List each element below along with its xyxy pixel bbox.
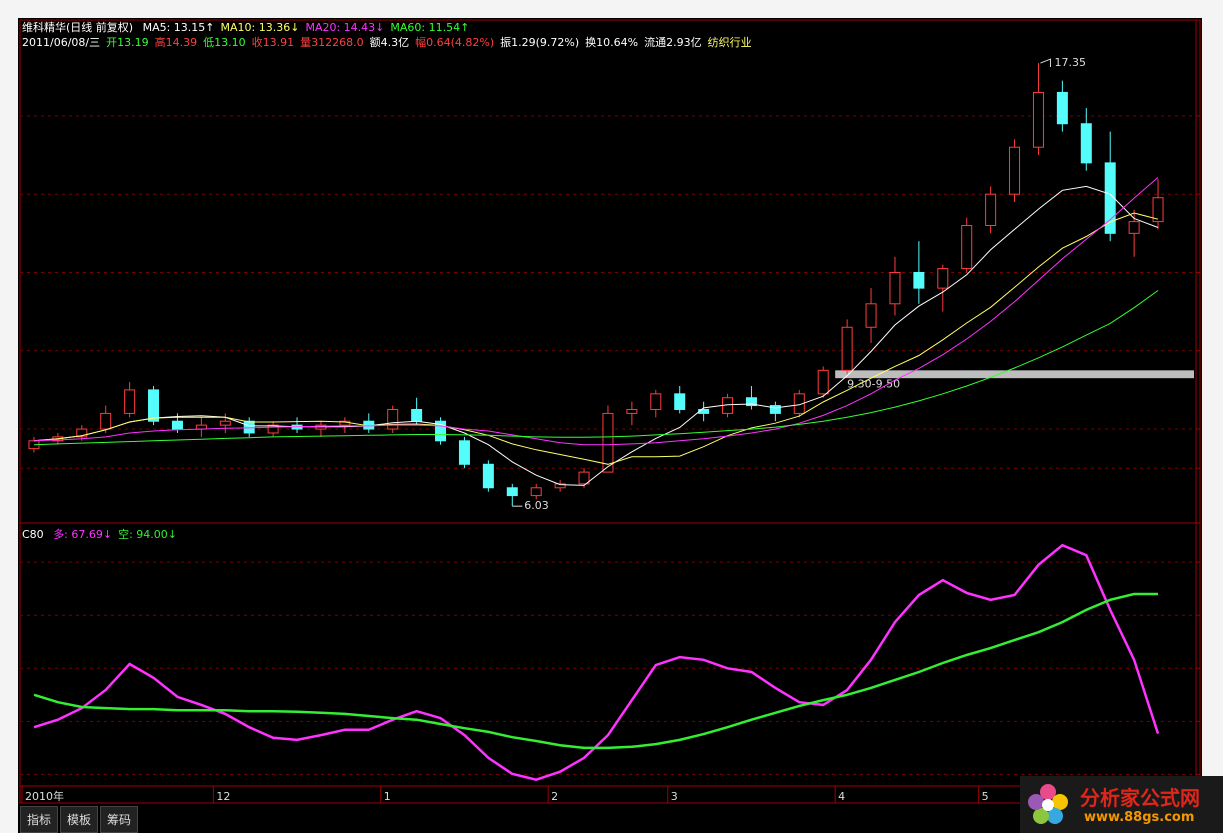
candle-body: [817, 369, 829, 395]
candle-body: [913, 271, 925, 289]
quote-field: 高14.39: [154, 36, 198, 49]
candle-body: [1080, 123, 1092, 164]
tab-bar: 指标 模板 筹码: [20, 806, 139, 833]
logo-url: www.88gs.com: [1084, 810, 1195, 825]
x-tick-label: 4: [838, 790, 845, 803]
candle-body: [650, 393, 662, 410]
frame-border: [19, 19, 1201, 804]
quote-field: 流通2.93亿: [644, 36, 702, 49]
quote-field: 低13.10: [203, 36, 246, 49]
candle-body: [961, 225, 973, 270]
line-series: [33, 212, 1159, 465]
candle-body: [889, 271, 901, 305]
logo-icon: [1028, 784, 1068, 824]
line-series: [33, 592, 1158, 750]
candle-body: [578, 471, 590, 485]
candle-body: [841, 326, 853, 371]
line-series: [33, 290, 1159, 446]
candle-body: [1104, 162, 1116, 234]
high-annotation: 17.35: [1054, 56, 1086, 69]
price-zone: [835, 370, 1194, 379]
candle-body: [148, 389, 160, 422]
candle-body: [387, 408, 399, 430]
candle-body: [937, 268, 949, 289]
candle-body: [554, 483, 566, 489]
tab[interactable]: 指标: [20, 806, 59, 833]
quote-field: 换10.64%: [585, 36, 639, 49]
candle-body: [506, 487, 518, 497]
candle-body: [1128, 221, 1140, 234]
x-tick-label: 12: [216, 790, 230, 803]
quote-field: 2011/06/08/三: [22, 36, 101, 49]
quote-field: 幅0.64(4.82%): [415, 36, 495, 49]
candle-body: [745, 397, 757, 407]
quote-field: 额4.3亿: [369, 36, 410, 49]
candle-body: [195, 424, 207, 430]
legend-entry: MA5: 13.15↑: [142, 21, 215, 34]
candle-body: [1152, 197, 1164, 223]
legend-entry: MA10: 13.36↓: [220, 21, 300, 34]
line-series: [33, 543, 1160, 781]
candle-body: [1032, 91, 1044, 148]
candle-body: [124, 389, 136, 414]
x-tick-label: 2010年: [25, 789, 64, 803]
tab[interactable]: 筹码: [100, 806, 139, 833]
stock-title: 维科精华(日线 前复权): [22, 21, 134, 34]
candle-body: [769, 405, 781, 414]
indicator-header: C80 多: 67.69↓ 空: 94.00↓: [22, 528, 183, 541]
candle-body: [76, 428, 88, 438]
x-tick-label: 1: [384, 790, 391, 803]
low-annotation: 6.03: [524, 499, 549, 512]
candle-body: [435, 420, 447, 442]
candle-body: [1056, 91, 1068, 125]
candle-body: [411, 408, 423, 422]
line-series: [33, 177, 1159, 446]
x-tick-label: 3: [671, 790, 678, 803]
candle-body: [171, 420, 183, 430]
candle-body: [793, 393, 805, 414]
header-row: 维科精华(日线 前复权) MA5: 13.15↑ MA10: 13.36↓ MA20…: [22, 21, 475, 34]
watermark: 分析家公式网 www.88gs.com: [1020, 776, 1223, 833]
legend-entry: MA60: 11.54↑: [390, 21, 470, 34]
candle-body: [458, 440, 470, 465]
legend-entry: MA20: 14.43↓: [305, 21, 385, 34]
legend-entry: 多: 67.69↓: [53, 528, 113, 541]
legend-entry: 空: 94.00↓: [118, 528, 178, 541]
quote-field: 量312268.0: [300, 36, 364, 49]
candle-body: [698, 408, 710, 414]
candle-body: [1009, 146, 1021, 195]
quote-field: 振1.29(9.72%): [500, 36, 580, 49]
tab[interactable]: 模板: [60, 806, 99, 833]
indicator-title: C80: [22, 528, 44, 541]
candle-body: [626, 408, 638, 414]
logo-name: 分析家公式网: [1080, 786, 1200, 810]
quote-field: 纺织行业: [707, 36, 752, 49]
candle-body: [243, 420, 255, 434]
quote-field: 开13.19: [106, 36, 149, 49]
candle-body: [865, 303, 877, 328]
candle-body: [530, 487, 542, 497]
x-tick-label: 2: [551, 790, 558, 803]
quote-row: 2011/06/08/三 开13.19 高14.39 低13.10 收13.91 量312…: [22, 36, 758, 49]
candle-body: [219, 420, 231, 426]
candle-body: [602, 412, 614, 473]
x-tick-label: 5: [982, 790, 989, 803]
candle-body: [100, 412, 112, 430]
quote-field: 收13.91: [251, 36, 295, 49]
zone-label: 9.30-9.50: [847, 377, 900, 390]
candle-body: [482, 463, 494, 489]
candle-body: [674, 393, 686, 410]
line-series: [33, 185, 1159, 486]
candle-body: [267, 424, 279, 434]
annotation-arrow: [1040, 58, 1051, 68]
candle-body: [985, 193, 997, 227]
